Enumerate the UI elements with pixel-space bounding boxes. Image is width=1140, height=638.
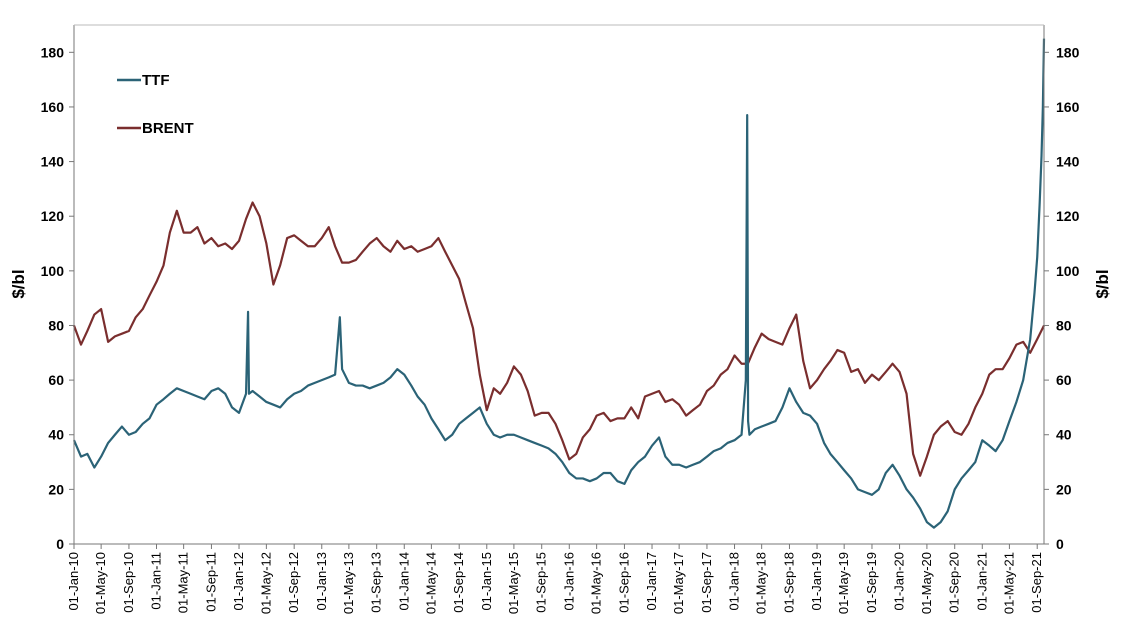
x-tick-label: 01-Sep-15 <box>534 552 549 613</box>
x-tick-label: 01-May-19 <box>836 552 851 614</box>
y-right-tick-label: 140 <box>1056 154 1080 170</box>
y-right-tick-label: 0 <box>1056 536 1064 552</box>
x-tick-label: 01-Jan-11 <box>149 552 164 610</box>
y-right-tick-label: 60 <box>1056 372 1072 388</box>
x-tick-label: 01-Jan-14 <box>396 552 411 611</box>
x-axis-ticks: 01-Jan-10 01-May-10 01-Sep-10 01-Jan-11 01-M… <box>66 544 1044 614</box>
x-tick-label: 01-May-10 <box>93 552 108 614</box>
y-right-tick-label: 160 <box>1056 99 1080 115</box>
x-tick-label: 01-May-17 <box>671 552 686 614</box>
y-left-tick-label: 140 <box>41 154 65 170</box>
x-tick-label: 01-May-16 <box>589 552 604 614</box>
series-line-ttf <box>72 38 1046 529</box>
x-tick-label: 01-Sep-17 <box>699 552 714 613</box>
x-tick-label: 01-Sep-18 <box>781 552 796 613</box>
y-left-tick-label: 180 <box>41 44 65 60</box>
x-tick-label: 01-Sep-10 <box>121 552 136 613</box>
y-axis-right-ticks: 0 20 40 60 80 100 120 140 160 180 <box>1044 44 1080 552</box>
x-tick-label: 01-Jan-19 <box>809 552 824 611</box>
x-tick-label: 01-Sep-19 <box>864 552 879 613</box>
x-tick-label: 01-Sep-13 <box>369 552 384 613</box>
x-tick-label: 01-Jan-12 <box>231 552 246 611</box>
y-axis-left-ticks: 0 20 40 60 80 100 120 140 160 180 <box>41 44 74 552</box>
x-tick-label: 01-Sep-20 <box>947 552 962 613</box>
x-tick-label: 01-Jan-17 <box>644 552 659 611</box>
x-tick-label: 01-Jan-13 <box>314 552 329 611</box>
x-tick-label: 01-May-18 <box>754 552 769 614</box>
legend-label-ttf: TTF <box>142 72 170 89</box>
x-tick-label: 01-Jan-10 <box>66 552 81 611</box>
x-tick-label: 01-May-15 <box>506 552 521 614</box>
x-tick-label: 01-May-14 <box>423 552 438 614</box>
y-right-tick-label: 100 <box>1056 263 1080 279</box>
series-line-brent <box>72 201 1045 477</box>
legend-label-brent: BRENT <box>142 120 194 137</box>
y-right-tick-label: 40 <box>1056 427 1072 443</box>
x-tick-label: 01-Sep-16 <box>616 552 631 613</box>
x-tick-label: 01-May-11 <box>176 552 191 613</box>
y-left-tick-label: 0 <box>56 536 64 552</box>
x-tick-label: 01-May-12 <box>258 552 273 614</box>
x-tick-label: 01-May-20 <box>919 552 934 614</box>
x-tick-label: 01-Jan-18 <box>727 552 742 611</box>
y-left-tick-label: 60 <box>48 372 64 388</box>
y-left-tick-label: 20 <box>48 481 64 497</box>
x-tick-label: 01-May-21 <box>1001 552 1016 614</box>
x-tick-label: 01-Sep-12 <box>286 552 301 613</box>
legend: TTF BRENT <box>117 72 194 137</box>
y-right-tick-label: 180 <box>1056 44 1080 60</box>
y-left-tick-label: 80 <box>48 317 64 333</box>
y-right-tick-label: 80 <box>1056 317 1072 333</box>
y-right-tick-label: 20 <box>1056 481 1072 497</box>
x-tick-label: 01-May-13 <box>341 552 356 614</box>
x-tick-label: 01-Sep-11 <box>203 552 218 612</box>
x-tick-label: 01-Jan-15 <box>479 552 494 611</box>
y-left-tick-label: 160 <box>41 99 65 115</box>
x-tick-label: 01-Jan-16 <box>561 552 576 611</box>
y-left-tick-label: 100 <box>41 263 65 279</box>
x-tick-label: 01-Sep-21 <box>1029 552 1044 613</box>
y-left-tick-label: 40 <box>48 427 64 443</box>
y-left-tick-label: 120 <box>41 208 65 224</box>
x-tick-label: 01-Sep-14 <box>451 552 466 613</box>
x-tick-label: 01-Jan-20 <box>892 552 907 611</box>
x-tick-label: 01-Jan-21 <box>974 552 989 611</box>
y-right-tick-label: 120 <box>1056 208 1080 224</box>
y-axis-right-title: $/bl <box>1093 269 1112 298</box>
y-axis-left-title: $/bl <box>9 269 28 298</box>
series-lines <box>72 38 1046 529</box>
